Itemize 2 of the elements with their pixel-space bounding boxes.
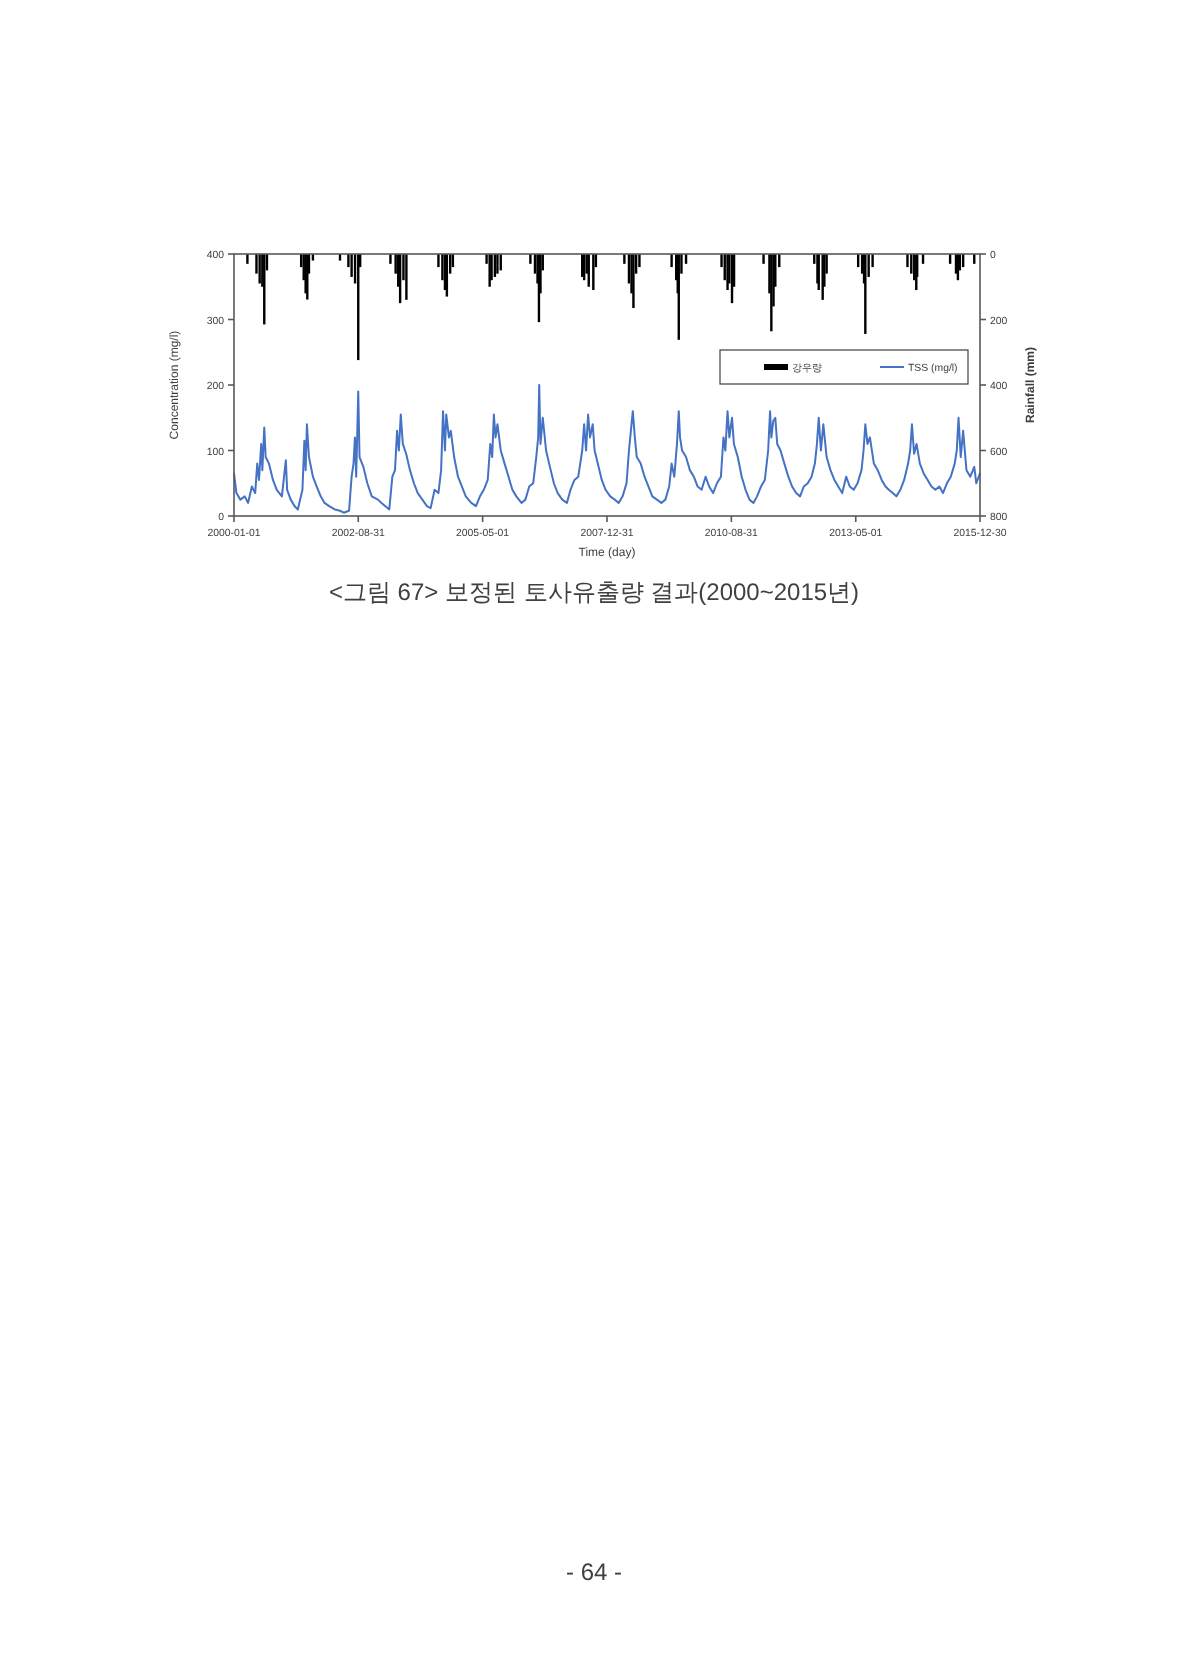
text: - 64 - bbox=[565, 1558, 623, 1586]
text: <그림 67> 보정된 토사유출량 결과(2000~2015년) bbox=[328, 578, 860, 606]
